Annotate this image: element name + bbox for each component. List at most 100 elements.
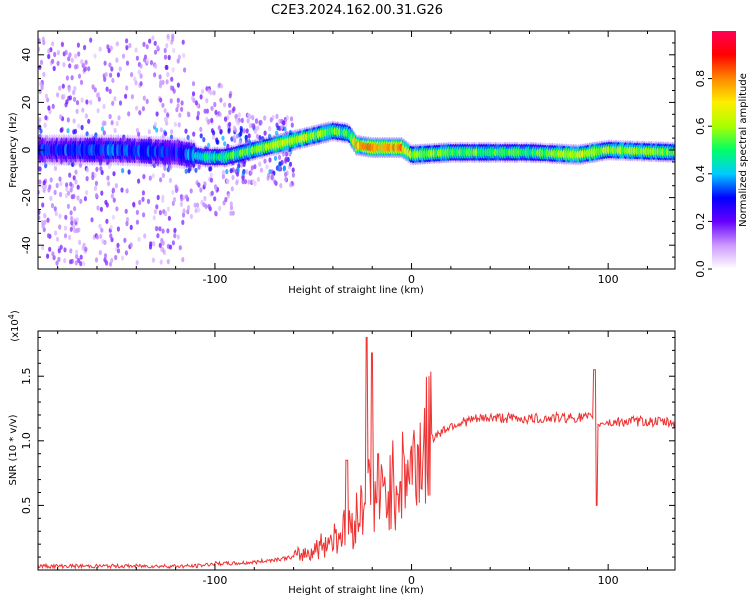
noise-point [135, 260, 139, 266]
noise-point [283, 176, 288, 182]
noise-point [182, 208, 186, 214]
noise-point [135, 105, 139, 111]
noise-point [125, 60, 130, 66]
noise-point [173, 233, 177, 239]
noise-point [104, 199, 108, 205]
noise-point [102, 130, 106, 136]
noise-point [175, 107, 179, 113]
noise-point [152, 241, 156, 247]
noise-point [143, 54, 148, 60]
noise-point [161, 133, 165, 139]
noise-point [202, 137, 206, 143]
noise-point [108, 113, 112, 120]
noise-point [133, 76, 137, 82]
noise-point [228, 109, 232, 115]
noise-point [207, 88, 211, 94]
noise-point [166, 228, 170, 234]
noise-point [77, 73, 82, 79]
noise-point [91, 174, 95, 181]
noise-point [229, 168, 233, 174]
noise-point [76, 184, 80, 190]
noise-point [69, 248, 73, 254]
noise-point [87, 66, 91, 72]
noise-point [168, 244, 173, 250]
y-axis-label: Frequency (Hz) [8, 112, 19, 188]
noise-point [79, 261, 83, 267]
noise-point [112, 197, 116, 203]
noise-point [203, 181, 207, 187]
noise-point [176, 103, 180, 109]
noise-point [97, 96, 101, 102]
noise-point [109, 233, 113, 239]
noise-point [188, 166, 192, 172]
noise-point [39, 59, 44, 65]
noise-point [93, 185, 98, 191]
noise-point [127, 169, 131, 175]
colorbar-tick-label: 0.8 [694, 70, 707, 88]
noise-point [77, 51, 81, 57]
noise-point [146, 198, 151, 204]
noise-point [61, 83, 65, 89]
noise-point [65, 186, 69, 192]
noise-point [285, 151, 289, 157]
noise-point [106, 44, 110, 50]
noise-point [87, 118, 91, 124]
noise-point [199, 187, 203, 193]
noise-point [238, 139, 242, 145]
noise-point [154, 63, 158, 69]
noise-point [105, 218, 109, 224]
snr-chart: -100 0 100 0.5 1.0 1.5 Height of straight line… [7, 310, 676, 596]
noise-point [103, 239, 107, 245]
noise-point [210, 105, 214, 111]
noise-point [77, 123, 81, 129]
noise-point [228, 121, 232, 127]
noise-point [38, 117, 42, 123]
noise-point [228, 93, 232, 99]
noise-point [93, 53, 97, 59]
noise-point [192, 131, 196, 137]
noise-point [98, 46, 102, 52]
noise-point [189, 213, 193, 220]
noise-point [235, 180, 239, 186]
noise-point [93, 172, 97, 178]
noise-point [63, 258, 67, 264]
noise-point [155, 204, 159, 210]
noise-point [153, 121, 158, 127]
noise-point [182, 52, 186, 59]
noise-point [219, 97, 223, 103]
noise-point [69, 210, 73, 216]
noise-point [263, 130, 267, 136]
noise-point [53, 165, 58, 172]
noise-point [137, 236, 141, 242]
noise-point [41, 202, 45, 208]
noise-point [256, 125, 260, 131]
y-tick-label: -20 [20, 189, 33, 207]
noise-point [64, 49, 68, 56]
noise-point [57, 256, 61, 262]
noise-point [90, 217, 94, 223]
noise-point [104, 260, 108, 266]
noise-point [223, 141, 227, 147]
noise-point [76, 42, 80, 48]
noise-point [171, 189, 175, 195]
noise-point [142, 174, 146, 180]
noise-point [57, 248, 61, 254]
noise-point [42, 180, 46, 186]
noise-point [166, 71, 170, 78]
noise-point [218, 205, 222, 211]
noise-point [80, 59, 84, 65]
noise-point [120, 255, 125, 261]
noise-point [245, 169, 249, 175]
noise-point [186, 134, 190, 140]
noise-point [69, 187, 73, 193]
noise-point [41, 223, 45, 229]
noise-point [159, 177, 163, 183]
noise-point [46, 253, 50, 259]
noise-point [202, 202, 206, 208]
noise-point [84, 246, 88, 252]
noise-point [121, 53, 126, 59]
noise-point [38, 124, 42, 130]
noise-point [43, 213, 47, 219]
noise-point [59, 244, 63, 250]
